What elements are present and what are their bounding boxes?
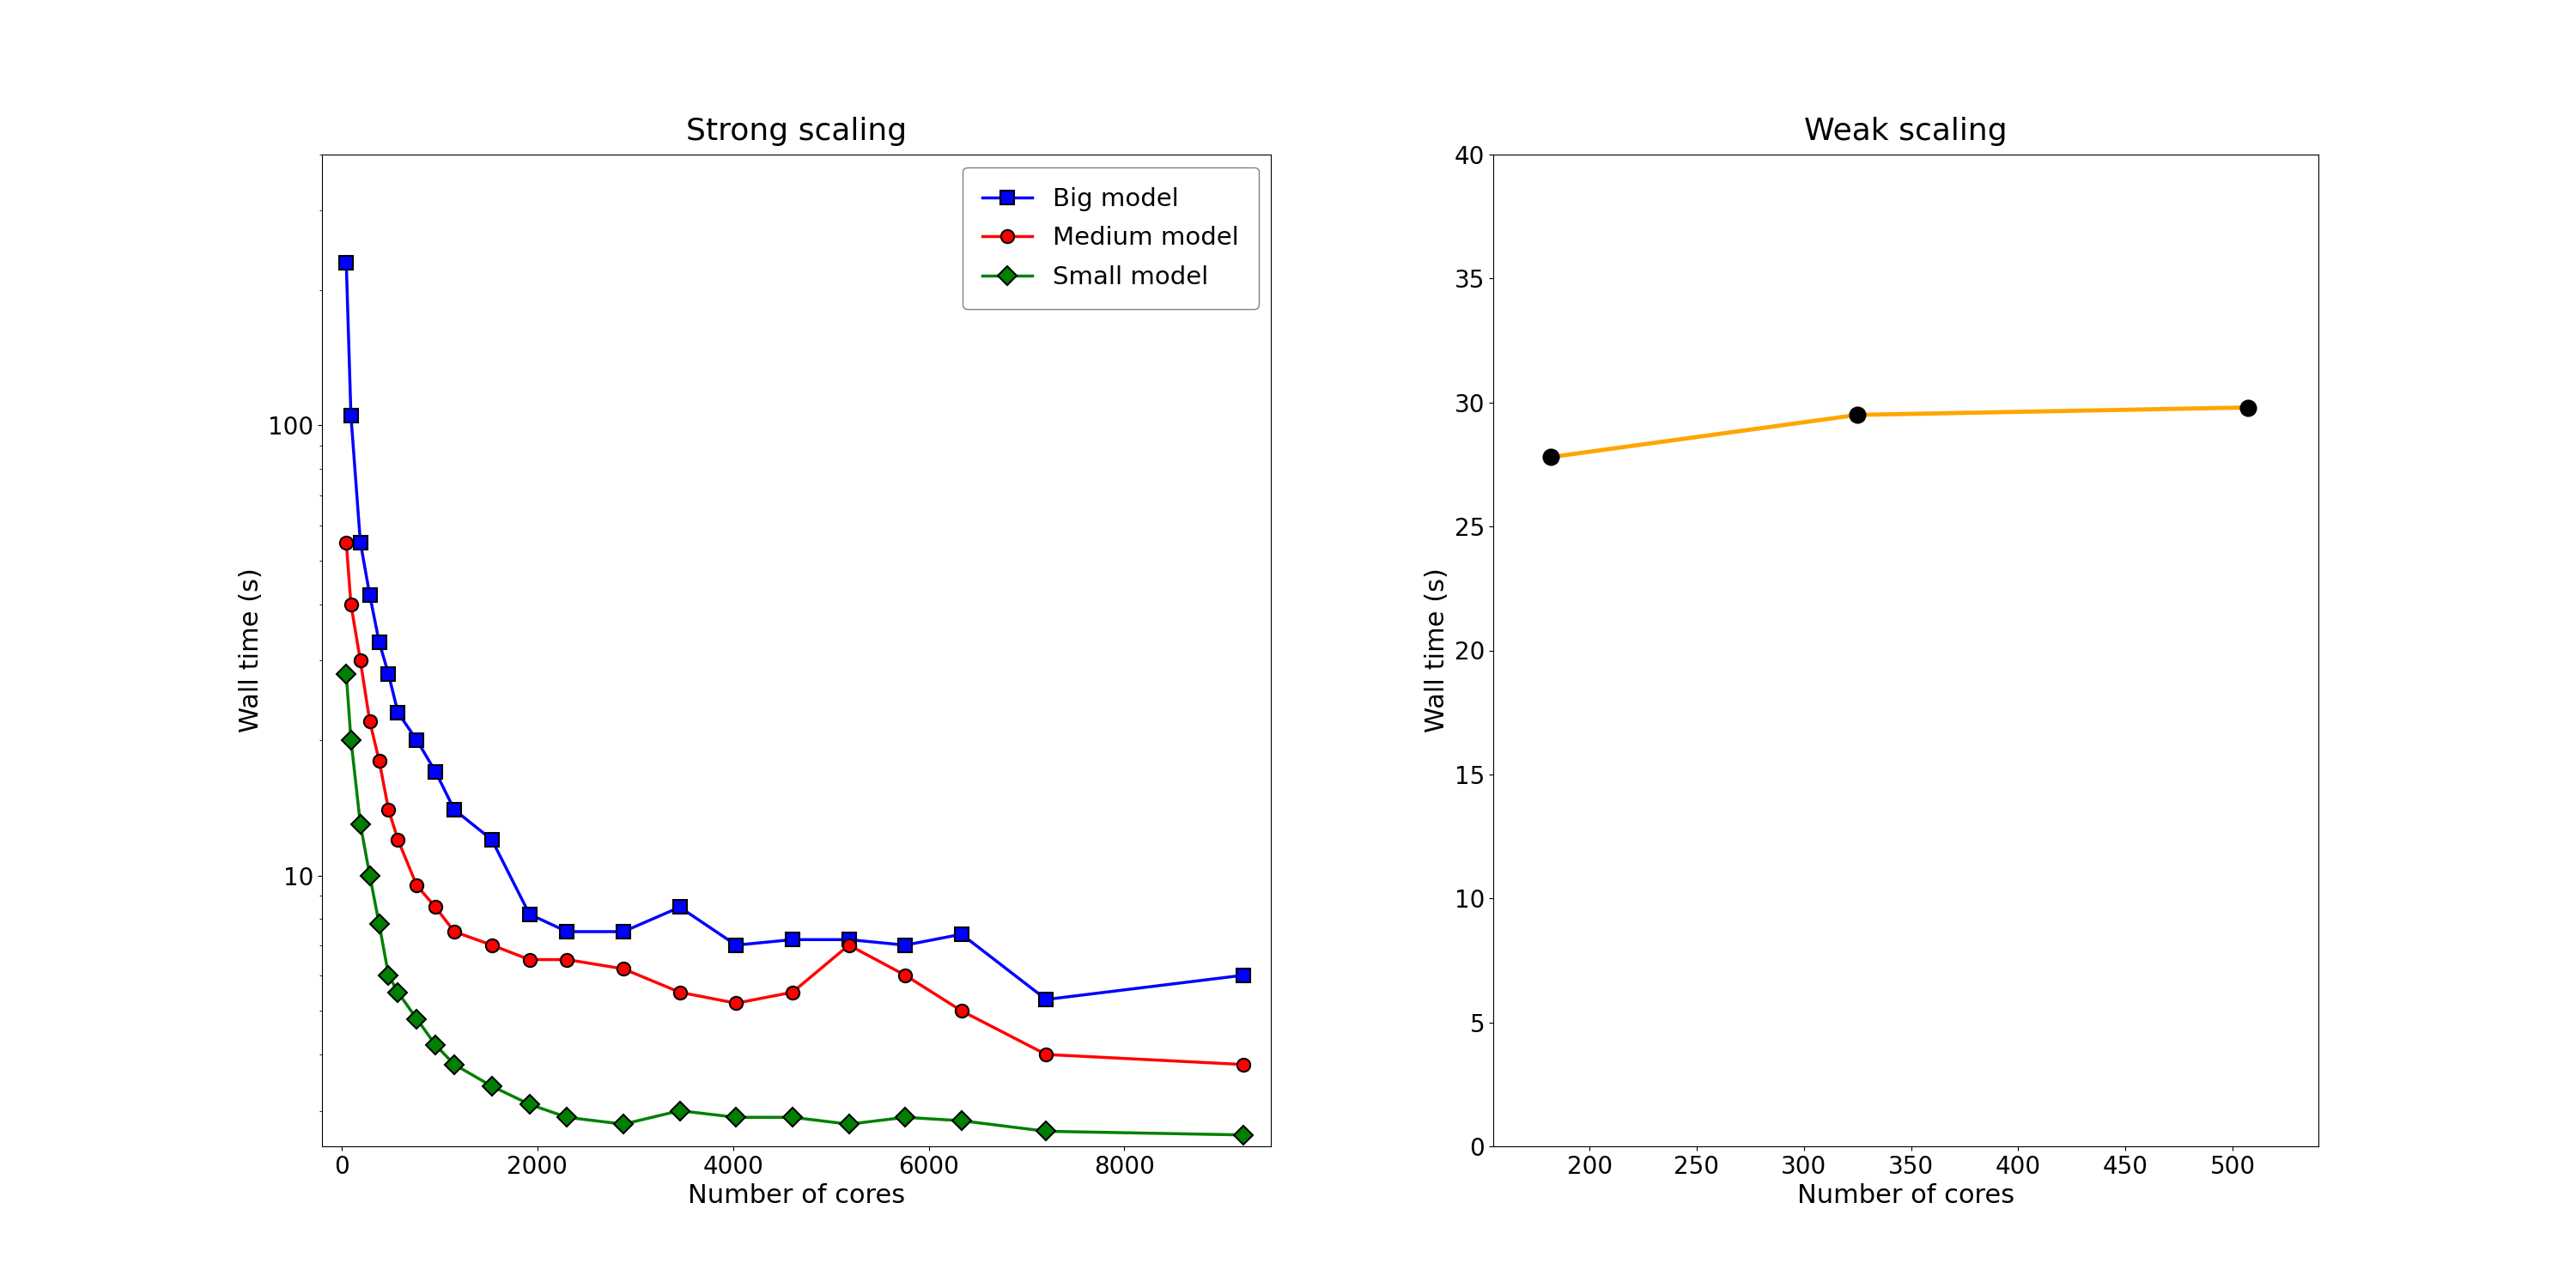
X-axis label: Number of cores: Number of cores [688, 1184, 904, 1208]
Small model [477, 1078, 507, 1094]
Line: Small model: Small model [340, 667, 1249, 1141]
Big model [945, 926, 976, 942]
Line: Medium model: Medium model [340, 536, 1249, 1072]
Small model [355, 868, 386, 884]
Small model [402, 1011, 433, 1027]
Line: Big model: Big model [340, 256, 1249, 1006]
Small model [438, 1056, 469, 1072]
Y-axis label: Wall time (s): Wall time (s) [1425, 568, 1450, 733]
Y-axis label: Wall time (s): Wall time (s) [240, 568, 263, 733]
Big model [402, 733, 433, 748]
Legend: Big model, Medium model, Small model: Big model, Medium model, Small model [963, 167, 1260, 309]
Title: Weak scaling: Weak scaling [1803, 117, 2007, 147]
Small model [945, 1113, 976, 1128]
Small model [778, 1109, 809, 1124]
Medium model [438, 923, 469, 939]
Small model [665, 1103, 696, 1118]
Medium model [665, 984, 696, 999]
Medium model [1229, 1056, 1260, 1072]
Big model [889, 938, 920, 953]
Big model [515, 907, 546, 922]
Big model [381, 705, 412, 720]
Big model [778, 933, 809, 948]
Small model [330, 666, 361, 681]
Big model [835, 933, 866, 948]
Small model [889, 1109, 920, 1124]
Small model [381, 984, 412, 999]
Small model [515, 1096, 546, 1112]
Medium model [381, 832, 412, 848]
Big model [665, 899, 696, 914]
Medium model [477, 938, 507, 953]
Medium model [355, 714, 386, 729]
Small model [608, 1117, 639, 1132]
Medium model [515, 952, 546, 967]
Medium model [345, 653, 376, 668]
Big model [355, 587, 386, 603]
Medium model [402, 877, 433, 893]
Big model [363, 635, 394, 650]
Big model [551, 923, 582, 939]
Big model [420, 764, 451, 779]
Small model [835, 1117, 866, 1132]
Small model [721, 1109, 752, 1124]
Medium model [608, 961, 639, 976]
Medium model [551, 952, 582, 967]
Medium model [835, 938, 866, 953]
Big model [345, 535, 376, 550]
Medium model [363, 752, 394, 768]
Small model [420, 1037, 451, 1052]
Medium model [335, 596, 366, 612]
Small model [335, 733, 366, 748]
Big model [330, 255, 361, 270]
Big model [721, 938, 752, 953]
Medium model [330, 535, 361, 550]
Medium model [721, 996, 752, 1011]
Medium model [889, 967, 920, 983]
Big model [1030, 992, 1061, 1007]
Medium model [945, 1003, 976, 1019]
Big model [438, 802, 469, 818]
Big model [608, 923, 639, 939]
Title: Strong scaling: Strong scaling [685, 117, 907, 147]
X-axis label: Number of cores: Number of cores [1798, 1184, 2014, 1208]
Small model [374, 967, 404, 983]
Small model [1030, 1123, 1061, 1139]
Medium model [420, 899, 451, 914]
Small model [1229, 1127, 1260, 1142]
Small model [345, 817, 376, 832]
Small model [363, 916, 394, 931]
Big model [1229, 967, 1260, 983]
Big model [374, 666, 404, 681]
Medium model [1030, 1047, 1061, 1063]
Small model [551, 1109, 582, 1124]
Medium model [778, 984, 809, 999]
Big model [477, 832, 507, 848]
Big model [335, 408, 366, 424]
Medium model [374, 802, 404, 818]
